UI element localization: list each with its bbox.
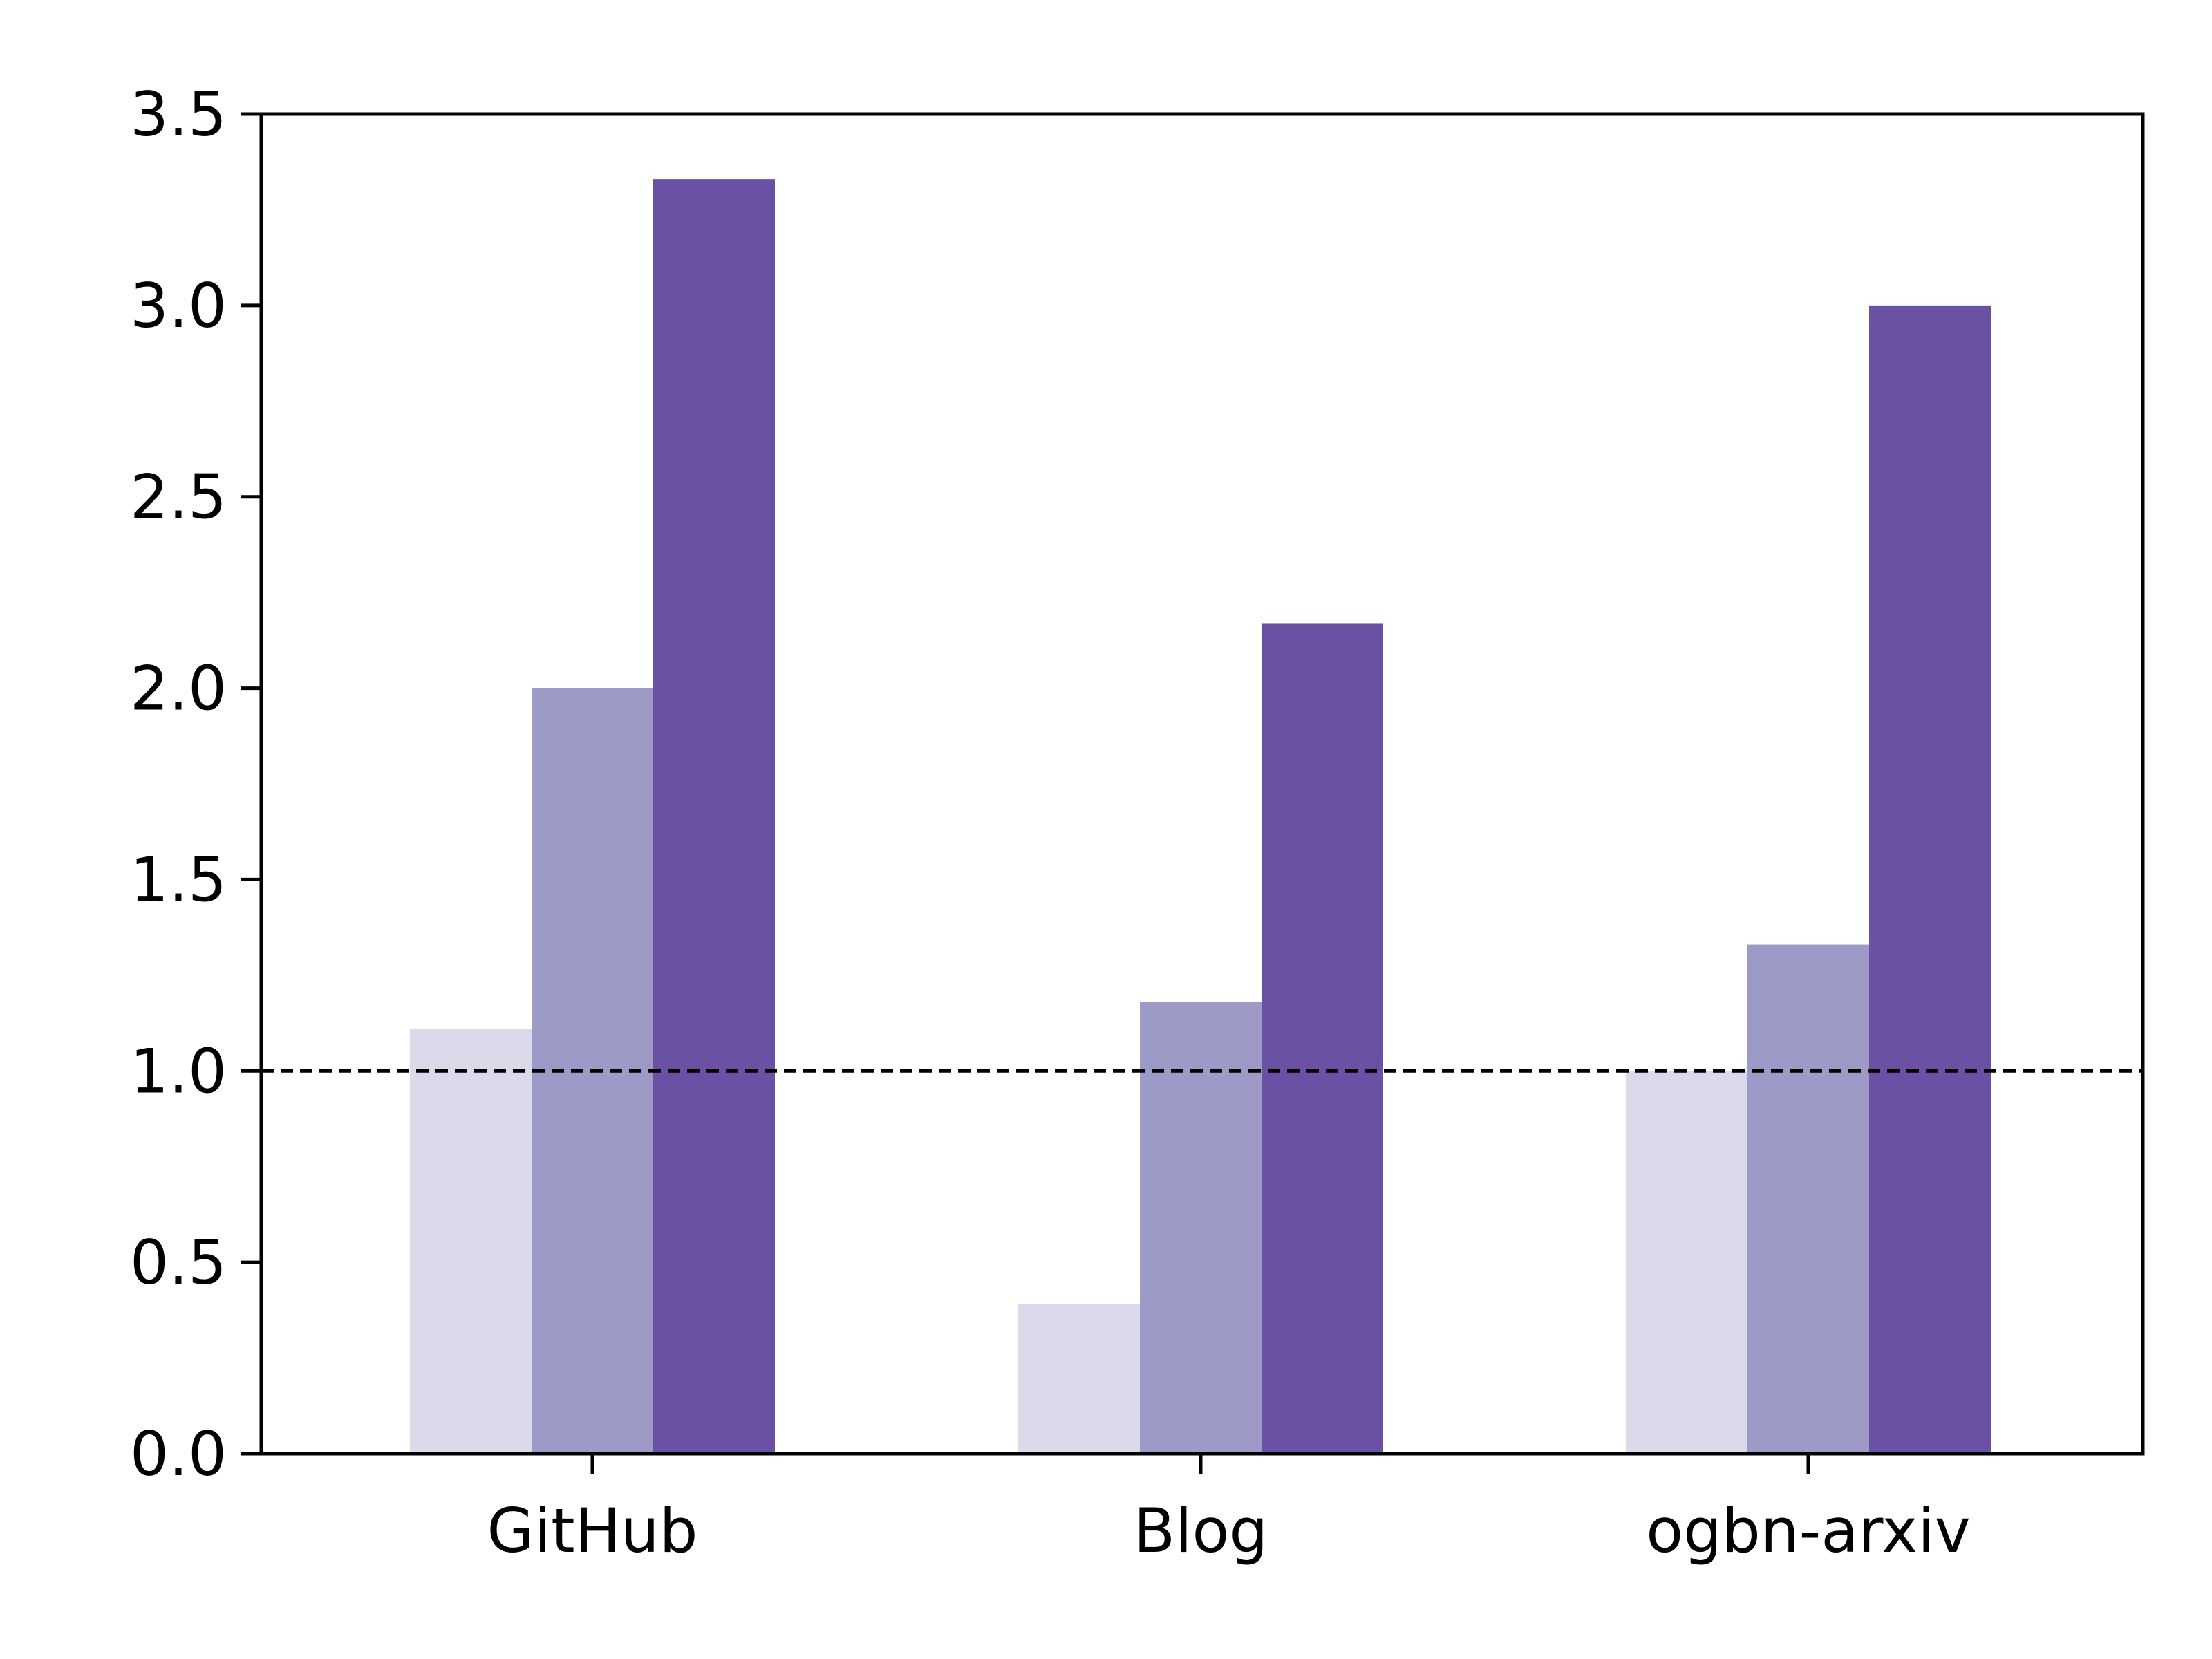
y-tick-label: 0.0 [130, 1418, 227, 1490]
y-tick-label: 2.0 [130, 653, 227, 724]
y-tick-label: 3.5 [130, 79, 227, 150]
y-tick-label: 0.5 [130, 1227, 227, 1298]
bar-blog-series-3 [1262, 623, 1383, 1454]
y-tick-label: 3.0 [130, 270, 227, 341]
x-tick-label: Blog [1134, 1495, 1268, 1566]
x-axis: GitHub Blog ogbn-arxiv [487, 1454, 1971, 1566]
bar-blog-series-1 [1018, 1304, 1140, 1454]
y-tick-label: 1.0 [130, 1035, 227, 1107]
y-tick-label: 2.5 [130, 462, 227, 533]
y-axis: 0.0 0.5 1.0 1.5 2.0 2.5 3.0 3.5 [130, 79, 261, 1490]
bar-ogbn-arxiv-series-2 [1747, 944, 1869, 1454]
bar-blog-series-2 [1140, 1002, 1262, 1454]
bar-github-series-1 [410, 1029, 532, 1454]
bar-github-series-3 [653, 179, 775, 1454]
x-tick-label: GitHub [487, 1495, 698, 1566]
bars-layer [410, 179, 1991, 1454]
y-tick-label: 1.5 [130, 844, 227, 915]
bar-ogbn-arxiv-series-3 [1869, 305, 1991, 1454]
x-tick-label: ogbn-arxiv [1646, 1495, 1970, 1566]
bar-ogbn-arxiv-series-1 [1626, 1071, 1747, 1454]
